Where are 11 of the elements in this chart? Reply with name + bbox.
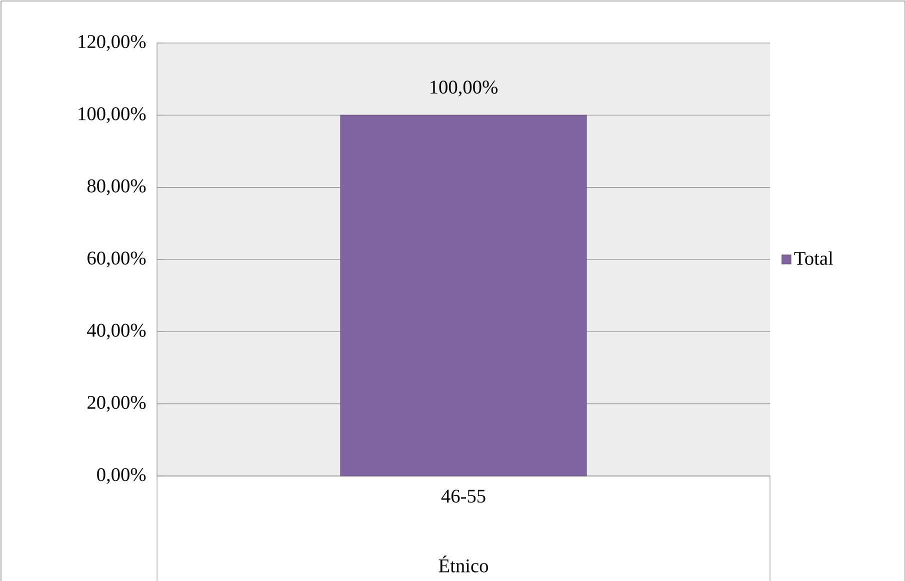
y-tick-label: 20,00%	[88, 396, 146, 412]
y-tick-label: 100,00%	[78, 107, 146, 124]
y-tick-label: 0,00%	[97, 468, 146, 484]
y-tick-label: 60,00%	[88, 252, 146, 268]
data-label: 100,00%	[430, 80, 498, 96]
y-tick-label: 40,00%	[87, 324, 146, 340]
x-tick-label: 46-55	[441, 490, 486, 503]
legend-label: Total	[794, 251, 833, 265]
y-tick-label: 120,00%	[78, 35, 146, 51]
y-tick-label: 80,00%	[87, 179, 146, 196]
x-axis-title: Étnico	[438, 556, 488, 572]
